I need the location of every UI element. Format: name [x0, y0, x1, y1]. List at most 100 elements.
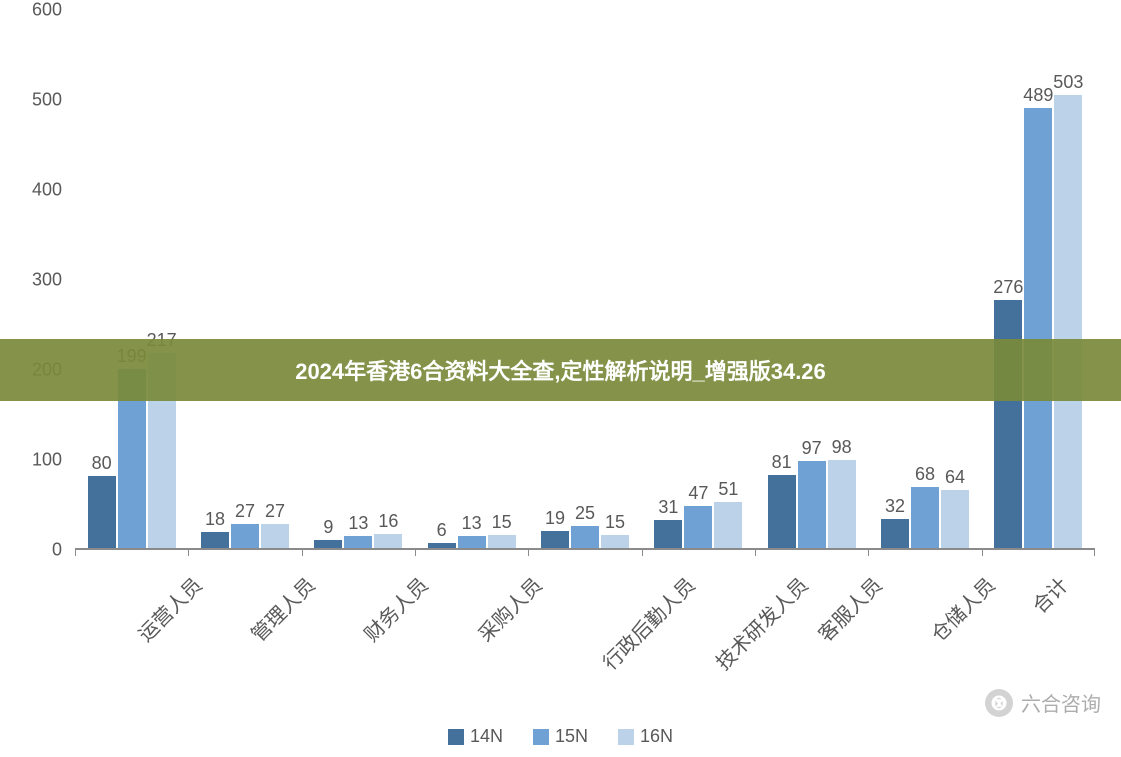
watermark-text: 六合咨询: [1021, 688, 1101, 717]
bar: 27: [231, 524, 259, 548]
bar-value-label: 13: [348, 513, 368, 534]
x-category-label: 技术研发人员: [708, 570, 813, 675]
x-category-label: 客服人员: [810, 570, 887, 647]
bar-value-label: 27: [235, 501, 255, 522]
bar: 15: [488, 535, 516, 549]
bar: 15: [601, 535, 629, 549]
bar-value-label: 489: [1023, 85, 1053, 106]
watermark-icon: [985, 689, 1013, 717]
x-category-label: 合计: [1025, 570, 1074, 619]
bar-value-label: 97: [802, 438, 822, 459]
chart-container: 0100200300400500600 80199217182727913166…: [20, 0, 1100, 560]
bar-group: 182727: [201, 524, 289, 548]
bar: 19: [541, 531, 569, 548]
x-category-label: 仓储人员: [923, 570, 1000, 647]
bar-value-label: 13: [462, 513, 482, 534]
legend-swatch: [448, 729, 464, 745]
x-tick-mark: [302, 548, 303, 556]
banner-text: 2024年香港6合资料大全查,定性解析说明_增强版34.26: [295, 354, 826, 386]
legend-swatch: [618, 729, 634, 745]
bar-value-label: 27: [265, 501, 285, 522]
bar-group: 61315: [428, 535, 516, 549]
legend-item: 16N: [618, 726, 673, 747]
bar: 13: [458, 536, 486, 548]
legend-label: 15N: [555, 726, 588, 747]
y-tick-label: 500: [32, 90, 62, 111]
x-category-label: 财务人员: [357, 570, 434, 647]
bar-group: 192515: [541, 526, 629, 549]
bar-value-label: 51: [718, 479, 738, 500]
bar-value-label: 19: [545, 508, 565, 529]
bar: 31: [654, 520, 682, 548]
bar: 9: [314, 540, 342, 548]
bar: 81: [768, 475, 796, 548]
bar-value-label: 64: [945, 467, 965, 488]
y-axis: 0100200300400500600: [20, 0, 70, 560]
bar-value-label: 68: [915, 464, 935, 485]
legend-label: 14N: [470, 726, 503, 747]
legend: 14N 15N 16N: [0, 726, 1121, 747]
bar-value-label: 80: [92, 453, 112, 474]
x-category-label: 采购人员: [470, 570, 547, 647]
y-tick-label: 300: [32, 270, 62, 291]
bar-value-label: 15: [605, 512, 625, 533]
bar: 97: [798, 461, 826, 548]
legend-item: 14N: [448, 726, 503, 747]
bar-group: 91316: [314, 534, 402, 548]
x-tick-mark: [415, 548, 416, 556]
bar-value-label: 32: [885, 496, 905, 517]
x-axis-labels: 运营人员管理人员财务人员采购人员行政后勤人员技术研发人员客服人员仓储人员合计: [55, 560, 1075, 670]
x-tick-mark: [75, 548, 76, 556]
bar: 32: [881, 519, 909, 548]
y-tick-label: 400: [32, 180, 62, 201]
bar: 18: [201, 532, 229, 548]
bar: 68: [911, 487, 939, 548]
legend-swatch: [533, 729, 549, 745]
bar: 6: [428, 543, 456, 548]
watermark: 六合咨询: [985, 688, 1101, 717]
bar-value-label: 9: [323, 517, 333, 538]
x-tick-mark: [188, 548, 189, 556]
bar-value-label: 276: [993, 277, 1023, 298]
bar-value-label: 25: [575, 503, 595, 524]
bar-value-label: 15: [492, 512, 512, 533]
bar-group: 314751: [654, 502, 742, 548]
bar-value-label: 18: [205, 509, 225, 530]
bar-group: 276489503: [994, 95, 1082, 548]
bar-value-label: 16: [378, 511, 398, 532]
x-category-label: 管理人员: [243, 570, 320, 647]
bar: 47: [684, 506, 712, 548]
bar: 16: [374, 534, 402, 548]
y-tick-label: 600: [32, 0, 62, 21]
bar: 98: [828, 460, 856, 548]
bar: 276: [994, 300, 1022, 548]
x-tick-mark: [868, 548, 869, 556]
bar: 27: [261, 524, 289, 548]
bar: 51: [714, 502, 742, 548]
bar: 25: [571, 526, 599, 549]
bar-group: 819798: [768, 460, 856, 548]
x-tick-mark: [755, 548, 756, 556]
bar-value-label: 6: [437, 520, 447, 541]
bar-value-label: 503: [1053, 72, 1083, 93]
bar: 489: [1024, 108, 1052, 548]
x-tick-mark: [1094, 548, 1095, 556]
bar-value-label: 81: [772, 452, 792, 473]
plot-area: 8019921718272791316613151925153147518197…: [75, 10, 1095, 550]
bar: 80: [88, 476, 116, 548]
legend-label: 16N: [640, 726, 673, 747]
bar: 503: [1054, 95, 1082, 548]
overlay-banner: 2024年香港6合资料大全查,定性解析说明_增强版34.26: [0, 339, 1121, 401]
bar-value-label: 31: [658, 497, 678, 518]
x-category-label: 行政后勤人员: [595, 570, 700, 675]
legend-item: 15N: [533, 726, 588, 747]
bar: 64: [941, 490, 969, 548]
x-tick-mark: [528, 548, 529, 556]
bar: 13: [344, 536, 372, 548]
y-tick-label: 0: [52, 540, 62, 561]
x-tick-mark: [642, 548, 643, 556]
bar-value-label: 47: [688, 483, 708, 504]
x-tick-mark: [982, 548, 983, 556]
x-category-label: 运营人员: [130, 570, 207, 647]
bar-group: 326864: [881, 487, 969, 548]
